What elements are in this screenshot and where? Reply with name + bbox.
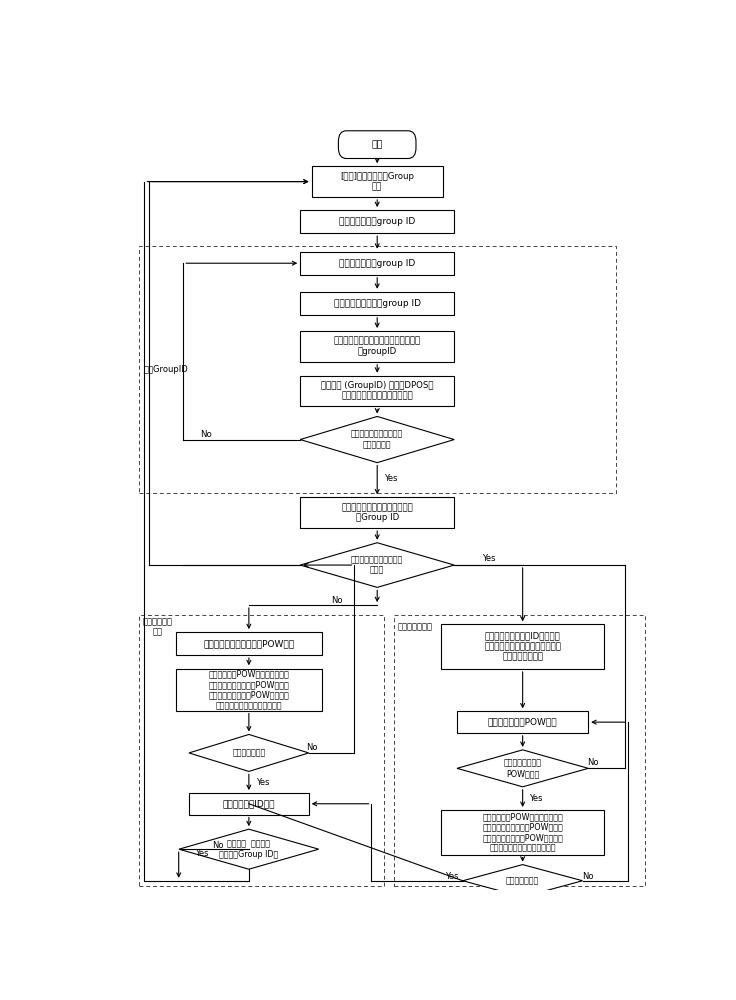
Bar [300,497,454,528]
Text: [重新]创建区块链的Group
对象: [重新]创建区块链的Group 对象 [340,172,414,191]
Text: 验证结果正确？: 验证结果正确？ [506,876,539,885]
Text: Yes: Yes [481,554,495,563]
Text: 当前节点是合在当前工作
群落？: 当前节点是合在当前工作 群落？ [351,555,403,575]
Bar [442,624,604,669]
Bar [311,166,443,197]
FancyBboxPatch shape [339,131,416,158]
Bar [442,810,604,855]
Text: 是否超过  个周期，
重新生成Group ID？: 是否超过 个周期， 重新生成Group ID？ [219,839,278,859]
Polygon shape [300,416,454,463]
Text: No: No [587,758,598,767]
Text: No: No [306,743,317,752]
Text: 节点群落 (GroupID) 间运行DPOS机
制，即节点向相邻节点进行投票: 节点群落 (GroupID) 间运行DPOS机 制，即节点向相邻节点进行投票 [321,381,434,401]
Bar [300,252,454,275]
Polygon shape [300,543,454,587]
Text: No: No [331,596,343,605]
Bar [176,669,322,711]
Bar [189,793,309,815]
Polygon shape [189,734,308,771]
Text: 统计GroupID: 统计GroupID [144,365,188,374]
Polygon shape [179,829,319,869]
Text: 不在当前工作
群落: 不在当前工作 群落 [142,617,172,636]
Text: 等待使票最多的群落广播POW结果: 等待使票最多的群落广播POW结果 [203,639,294,648]
Text: Yes: Yes [256,778,270,787]
Text: 为其他用户生成group ID: 为其他用户生成group ID [339,217,415,226]
Text: 其他用户已经得到
POW结果？: 其他用户已经得到 POW结果？ [503,759,542,778]
Text: No: No [582,872,594,881]
Text: 验证结果正确？: 验证结果正确？ [233,748,266,757]
Text: 广播其能用户的group ID: 广播其能用户的group ID [339,259,415,268]
Text: No: No [212,841,223,850]
Text: 得票最多的节点是否产生
并进行运算？: 得票最多的节点是否产生 并进行运算？ [351,430,403,449]
Bar [394,615,645,886]
Bar [176,632,322,655]
Text: 其他群落基于POW算出结果验证：
新群落中节点广播基于POW算出的
结果，群落中计算出POW结果并广
播后，出现分叉的短链将被否定: 其他群落基于POW算出结果验证： 新群落中节点广播基于POW算出的 结果，群落中… [482,812,563,852]
Polygon shape [463,865,583,897]
Text: No: No [200,430,212,439]
Bar [139,615,384,886]
Polygon shape [457,750,588,787]
Bar [300,292,454,315]
Bar [300,210,454,233]
Text: 在当前工作群落: 在当前工作群落 [397,622,433,631]
Bar [300,331,454,362]
Text: 通过区块高度与群落ID的对应关
系，确认自己接收到的最后一个区
块对应自己的群落: 通过区块高度与群落ID的对应关 系，确认自己接收到的最后一个区 块对应自己的群落 [484,632,561,662]
Bar [300,376,454,406]
Text: 最终运算得出节点所在工作群落
的Group ID: 最终运算得出节点所在工作群落 的Group ID [342,503,413,522]
Text: 其他群落基于POW算出结果验证：
新群落中节点广播基于POW算出的
结果，群落中计算出POW结果并广
播后，出现分叉的短链将被否定: 其他群落基于POW算出结果验证： 新群落中节点广播基于POW算出的 结果，群落中… [208,670,289,710]
Text: 当前工作群落ID更新: 当前工作群落ID更新 [222,799,275,808]
Text: 接收其他用户生成的group ID: 接收其他用户生成的group ID [333,299,421,308]
Bar [457,711,588,733]
Text: 收到其他用户的广播后，统计其他用户
的groupID: 收到其他用户的广播后，统计其他用户 的groupID [333,337,421,356]
Text: Yes: Yes [383,474,397,483]
Text: Yes: Yes [445,872,458,881]
Text: Yes: Yes [195,849,208,858]
Bar [139,246,615,493]
Text: 群落内节点进行POW机制: 群落内节点进行POW机制 [488,718,557,727]
Text: 开始: 开始 [372,140,383,149]
Text: Yes: Yes [529,794,542,803]
